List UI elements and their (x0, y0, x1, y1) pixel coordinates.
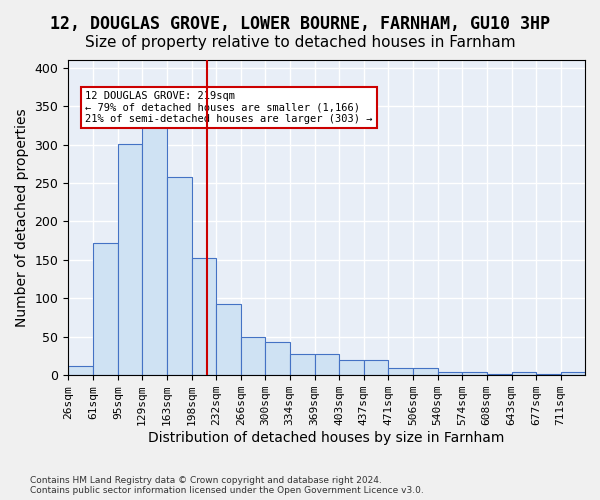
Bar (413, 368, 437, 375)
Y-axis label: Number of detached properties: Number of detached properties (15, 108, 29, 327)
Bar (364, 360, 388, 375)
Bar (536, 374, 560, 375)
Bar (512, 372, 536, 375)
Bar (241, 337, 265, 375)
Bar (560, 372, 585, 375)
Text: 12, DOUGLAS GROVE, LOWER BOURNE, FARNHAM, GU10 3HP: 12, DOUGLAS GROVE, LOWER BOURNE, FARNHAM… (50, 15, 550, 33)
Bar (167, 177, 192, 375)
Bar (94, 243, 118, 375)
Text: 12 DOUGLAS GROVE: 219sqm
← 79% of detached houses are smaller (1,166)
21% of sem: 12 DOUGLAS GROVE: 219sqm ← 79% of detach… (85, 91, 373, 124)
Bar (192, 258, 216, 375)
Bar (339, 360, 364, 375)
Bar (216, 304, 241, 375)
Text: Size of property relative to detached houses in Farnham: Size of property relative to detached ho… (85, 35, 515, 50)
X-axis label: Distribution of detached houses by size in Farnham: Distribution of detached houses by size … (148, 431, 505, 445)
Bar (68, 366, 94, 375)
Bar (437, 372, 462, 375)
Bar (290, 354, 315, 375)
Bar (118, 144, 142, 375)
Bar (265, 342, 290, 375)
Bar (462, 372, 487, 375)
Bar (315, 354, 339, 375)
Bar (142, 123, 167, 375)
Bar (388, 368, 413, 375)
Text: Contains HM Land Registry data © Crown copyright and database right 2024.
Contai: Contains HM Land Registry data © Crown c… (30, 476, 424, 495)
Bar (487, 374, 512, 375)
